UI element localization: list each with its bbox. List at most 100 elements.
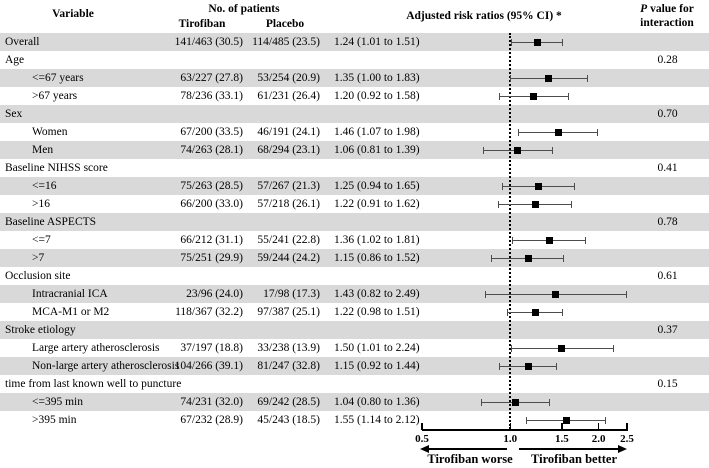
tirofiban-count: 75/251 (29.9): [180, 252, 243, 264]
ci-cap-low: [511, 39, 513, 46]
placebo-count: 33/238 (13.9): [257, 342, 320, 354]
ci-cap-low: [481, 399, 483, 406]
point-estimate: [511, 398, 519, 406]
table-row: >7 75/251 (29.9) 59/244 (24.2) 1.15 (0.86 t…: [0, 249, 709, 267]
ci-cap-high: [562, 39, 564, 46]
point-estimate: [532, 308, 540, 316]
placebo-count: 55/241 (22.8): [257, 234, 320, 246]
axis-tick: [561, 423, 563, 430]
p-value: 0.70: [657, 108, 678, 120]
forest-plot: [422, 195, 627, 213]
table-row: <=395 min 74/231 (32.0) 69/242 (28.5) 1.04 …: [0, 393, 709, 411]
risk-ratio-header: Adjusted risk ratios (95% CI) *: [406, 10, 562, 22]
row-label: Intracranial ICA: [32, 288, 108, 300]
ci-cap-low: [499, 93, 501, 100]
table-row: MCA-M1 or M2 118/367 (32.2) 97/387 (25.1) 1…: [0, 303, 709, 321]
table-row: >67 years 78/236 (33.1) 61/231 (26.4) 1.20 …: [0, 87, 709, 105]
placebo-count: 81/247 (32.8): [257, 360, 320, 372]
ci-text: 1.06 (0.81 to 1.39): [334, 144, 420, 156]
row-label: Sex: [5, 108, 23, 120]
ci-cap-high: [571, 201, 573, 208]
tirofiban-count: 75/263 (28.5): [180, 180, 243, 192]
forest-plot: [422, 411, 627, 429]
placebo-count: 114/485 (23.5): [252, 36, 320, 48]
point-estimate: [552, 290, 560, 298]
point-estimate: [545, 74, 552, 82]
worse-arrow-line: [428, 448, 507, 450]
row-label: MCA-M1 or M2: [32, 306, 110, 318]
ci-cap-low: [484, 291, 486, 298]
ci-cap-high: [548, 399, 550, 406]
x-axis: [422, 429, 628, 431]
table-row: Non-large artery atherosclerosis 104/266 …: [0, 357, 709, 375]
p-rest: value for: [650, 3, 694, 15]
tirofiban-count: 74/231 (32.0): [180, 396, 243, 408]
ci-cap-high: [612, 345, 614, 352]
table-row: time from last known well to puncture 0.1…: [0, 375, 709, 393]
row-label: Baseline ASPECTS: [5, 216, 97, 228]
placebo-count: 69/242 (28.5): [257, 396, 320, 408]
ci-text: 1.22 (0.91 to 1.62): [334, 198, 420, 210]
ci-cap-low: [497, 201, 499, 208]
forest-plot: [422, 357, 627, 375]
table-row: Age 0.28: [0, 51, 709, 69]
row-label: Women: [32, 126, 68, 138]
tirofiban-count: 118/367 (32.2): [175, 306, 243, 318]
ci-text: 1.24 (1.01 to 1.51): [334, 36, 420, 48]
ci-text: 1.35 (1.00 to 1.83): [334, 72, 420, 84]
variable-header: Variable: [52, 8, 94, 20]
no-of-patients-header: No. of patients: [208, 3, 280, 15]
table-row: Baseline NIHSS score 0.41: [0, 159, 709, 177]
row-label: <=67 years: [32, 72, 84, 84]
placebo-count: 59/244 (24.2): [257, 252, 320, 264]
ci-cap-high: [596, 129, 598, 136]
point-estimate: [524, 362, 532, 370]
ci-text: 1.15 (0.92 to 1.44): [334, 360, 420, 372]
table-row: Women 67/200 (33.5) 46/191 (24.1) 1.46 (1.0…: [0, 123, 709, 141]
table-row: Men 74/263 (28.1) 68/294 (23.1) 1.06 (0.81 …: [0, 141, 709, 159]
ci-cap-high: [586, 75, 588, 82]
table-row: Large artery atherosclerosis 37/197 (18.8…: [0, 339, 709, 357]
placebo-count: 53/254 (20.9): [257, 72, 320, 84]
placebo-count: 45/243 (18.5): [257, 414, 320, 426]
tirofiban-count: 66/200 (33.0): [180, 198, 243, 210]
forest-plot: [422, 87, 627, 105]
ci-text: 1.36 (1.02 to 1.81): [334, 234, 420, 246]
p-value: 0.37: [657, 324, 678, 336]
reference-line: [509, 33, 512, 429]
axis-tick-label: 1.0: [503, 433, 518, 445]
table-row: Overall 141/463 (30.5) 114/485 (23.5) 1.24 …: [0, 33, 709, 51]
better-arrow-head-icon: [618, 444, 627, 453]
tirofiban-count: 67/232 (28.9): [180, 414, 243, 426]
table-row: Intracranial ICA 23/96 (24.0) 17/98 (17.3)…: [0, 285, 709, 303]
ci-cap-high: [625, 291, 627, 298]
point-estimate: [562, 416, 570, 424]
row-label: <=7: [32, 234, 51, 246]
forest-plot: [422, 393, 627, 411]
table-row: Occlusion site 0.61: [0, 267, 709, 285]
placebo-count: 46/191 (24.1): [257, 126, 320, 138]
point-estimate: [535, 182, 543, 190]
table-row: <=16 75/263 (28.5) 57/267 (21.3) 1.25 (0.94…: [0, 177, 709, 195]
row-label: >395 min: [32, 414, 77, 426]
axis-tick: [626, 423, 628, 430]
row-label: >7: [32, 252, 45, 264]
p-value: 0.41: [657, 162, 678, 174]
placebo-count: 61/231 (26.4): [257, 90, 320, 102]
forest-plot: [422, 69, 627, 87]
p-value: 0.78: [657, 216, 678, 228]
ci-text: 1.22 (0.98 to 1.51): [334, 306, 420, 318]
tirofiban-count: 66/212 (31.1): [180, 234, 243, 246]
ci-text: 1.20 (0.92 to 1.58): [334, 90, 420, 102]
better-arrow-line: [519, 448, 618, 450]
ci-cap-low: [511, 345, 513, 352]
forest-plot: [422, 141, 627, 159]
p-value: 0.15: [657, 378, 678, 390]
row-label: Age: [5, 54, 25, 66]
row-label: Baseline NIHSS score: [5, 162, 108, 174]
ci-cap-low: [518, 129, 520, 136]
ci-cap-low: [501, 183, 503, 190]
p-value-header-line2: interaction: [640, 17, 694, 29]
row-label: >16: [32, 198, 50, 210]
